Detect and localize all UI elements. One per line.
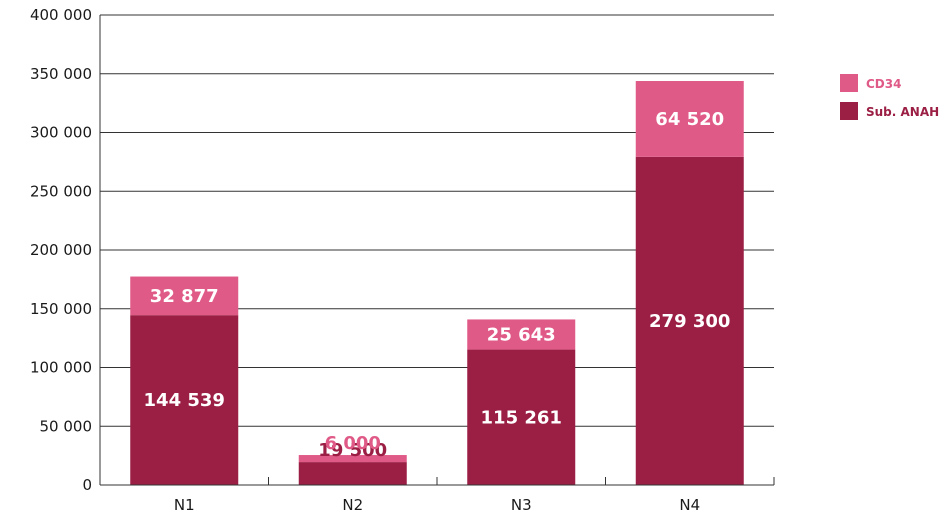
data-label: 64 520: [655, 109, 724, 130]
y-tick-label: 50 000: [40, 417, 93, 435]
legend-swatch: [840, 74, 858, 92]
data-label: 19 500: [318, 440, 387, 461]
bar-cd34-n1: [130, 276, 239, 316]
bar-sub-anah-n3: [467, 349, 576, 485]
y-tick-label: 300 000: [30, 124, 92, 142]
y-tick-label: 100 000: [30, 359, 92, 377]
bars: [130, 81, 744, 485]
x-tick-label: N3: [511, 496, 532, 514]
legend-label: CD34: [866, 77, 901, 91]
legend-label: Sub. ANAH: [866, 105, 939, 119]
bar-sub-anah-n4: [635, 156, 744, 485]
data-label: 115 261: [481, 407, 562, 428]
x-tick-label: N2: [342, 496, 363, 514]
bar-sub-anah-n2: [298, 462, 407, 485]
x-axis-ticks: N1 N2 N3 N4: [174, 496, 700, 514]
y-tick-label: 250 000: [30, 182, 92, 200]
y-axis-ticks: 0 50 000 100 000 150 000 200 000 250 000 300 0…: [30, 6, 92, 494]
y-tick-label: 150 000: [30, 300, 92, 318]
y-tick-label: 200 000: [30, 241, 92, 259]
y-tick-label: 0: [82, 476, 92, 494]
y-tick-label: 400 000: [30, 6, 92, 24]
data-label: 6 000: [325, 433, 381, 454]
x-tick-label: N4: [679, 496, 700, 514]
bar-sub-anah-n1: [130, 315, 239, 485]
x-tick-label: N1: [174, 496, 195, 514]
bar-cd34-n3: [467, 319, 576, 350]
data-label: 32 877: [150, 286, 219, 307]
data-label: 25 643: [487, 325, 556, 346]
y-tick-label: 350 000: [30, 65, 92, 83]
legend-swatch: [840, 102, 858, 120]
data-label: 279 300: [649, 311, 730, 332]
data-label: 144 539: [144, 390, 225, 411]
axes: [99, 15, 775, 486]
bar-cd34-n2: [298, 455, 407, 463]
bar-cd34-n4: [635, 81, 744, 157]
legend: CD34 Sub. ANAH: [840, 74, 939, 120]
